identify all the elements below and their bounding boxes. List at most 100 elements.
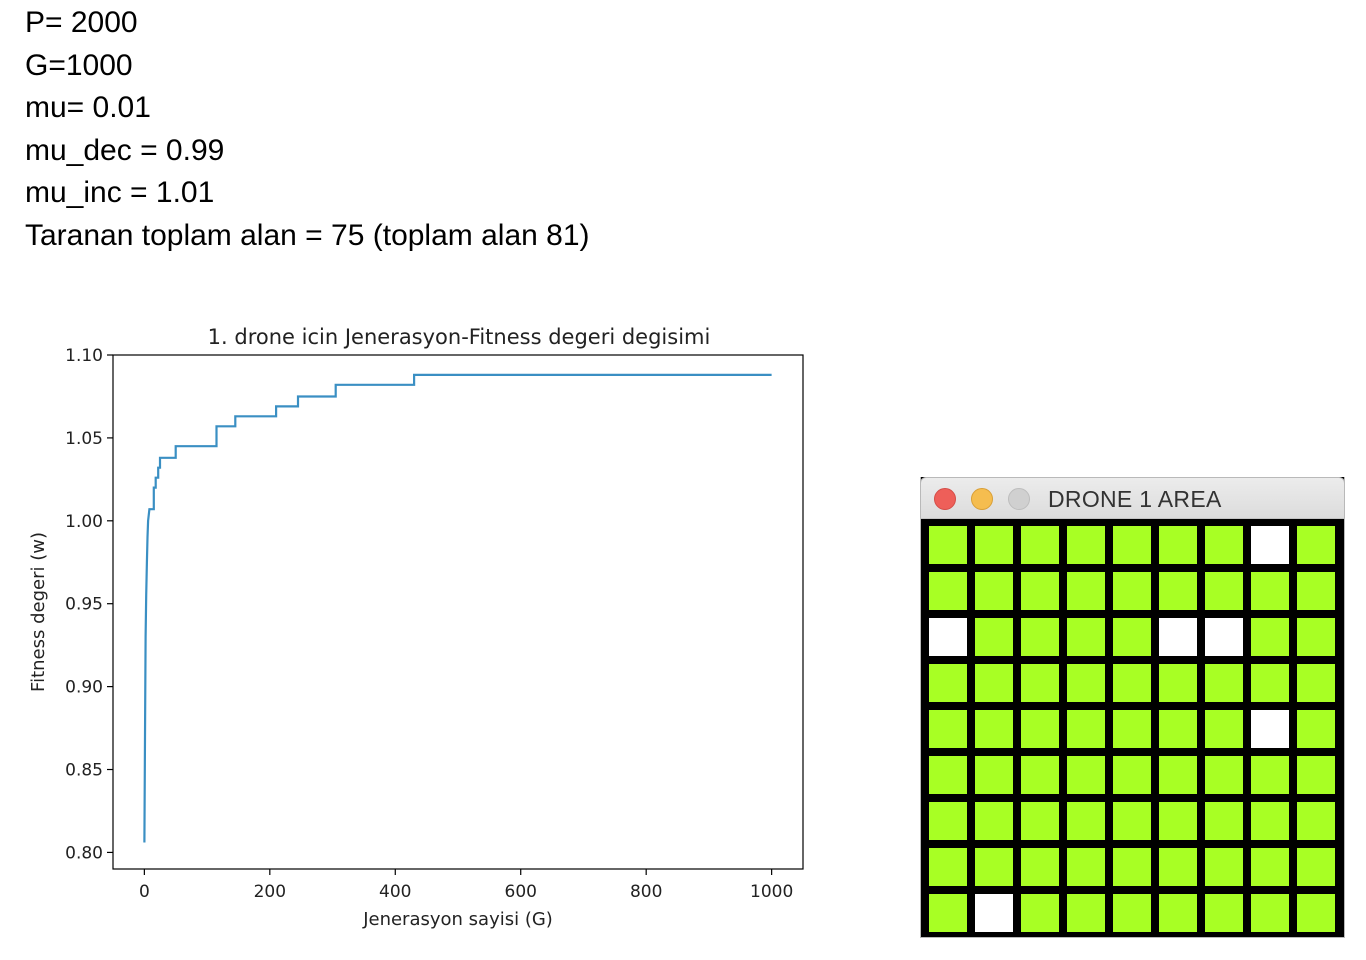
- scanned-cell: [1297, 618, 1335, 656]
- unscanned-cell: [975, 894, 1013, 932]
- scanned-cell: [1297, 710, 1335, 748]
- y-axis-ticks: 0.80 0.85 0.90 0.95 1.00 1.05 1.10: [65, 346, 113, 863]
- x-tick-label: 400: [379, 882, 411, 902]
- scanned-cell: [929, 802, 967, 840]
- y-tick-label: 1.00: [65, 512, 103, 532]
- scanned-cell: [975, 756, 1013, 794]
- drone-area-window: DRONE 1 AREA: [920, 477, 1345, 938]
- chart-title: 1. drone icin Jenerasyon-Fitness degeri …: [208, 325, 711, 349]
- scanned-cell: [1067, 664, 1105, 702]
- y-axis-label: Fitness degeri (w): [28, 532, 49, 692]
- param-scanned-area: Taranan toplam alan = 75 (toplam alan 81…: [25, 218, 590, 252]
- scanned-cell: [1297, 664, 1335, 702]
- scanned-cell: [929, 848, 967, 886]
- scanned-cell: [929, 710, 967, 748]
- x-tick-label: 800: [630, 882, 662, 902]
- scanned-cell: [929, 664, 967, 702]
- scanned-cell: [1113, 664, 1151, 702]
- scanned-cell: [1067, 526, 1105, 564]
- scanned-cell: [1113, 894, 1151, 932]
- scanned-cell: [1251, 618, 1289, 656]
- scanned-cell: [929, 894, 967, 932]
- scanned-cell: [1021, 848, 1059, 886]
- unscanned-cell: [929, 618, 967, 656]
- area-grid: [921, 519, 1344, 937]
- scanned-cell: [1297, 526, 1335, 564]
- scanned-cell: [1021, 756, 1059, 794]
- fitness-series-line: [143, 373, 772, 843]
- scanned-cell: [975, 618, 1013, 656]
- x-tick-label: 1000: [750, 882, 793, 902]
- scanned-cell: [1251, 664, 1289, 702]
- scanned-cell: [1205, 894, 1243, 932]
- scanned-cell: [975, 664, 1013, 702]
- scanned-cell: [1021, 526, 1059, 564]
- scanned-cell: [1251, 848, 1289, 886]
- scanned-cell: [1021, 710, 1059, 748]
- x-tick-label: 600: [505, 882, 537, 902]
- scanned-cell: [929, 526, 967, 564]
- scanned-cell: [1113, 802, 1151, 840]
- scanned-cell: [1067, 848, 1105, 886]
- scanned-cell: [1067, 710, 1105, 748]
- scanned-cell: [1297, 756, 1335, 794]
- unscanned-cell: [1159, 618, 1197, 656]
- y-tick-label: 0.80: [65, 843, 103, 863]
- scanned-cell: [1251, 572, 1289, 610]
- scanned-cell: [1067, 572, 1105, 610]
- scanned-cell: [1159, 802, 1197, 840]
- minimize-icon[interactable]: [971, 488, 993, 510]
- param-mu: mu= 0.01: [25, 91, 151, 125]
- scanned-cell: [1113, 848, 1151, 886]
- scanned-cell: [1067, 618, 1105, 656]
- unscanned-cell: [1205, 618, 1243, 656]
- scanned-cell: [1159, 526, 1197, 564]
- scanned-cell: [975, 710, 1013, 748]
- x-axis-label: Jenerasyon sayisi (G): [362, 909, 553, 930]
- param-generations: G=1000: [25, 48, 133, 82]
- scanned-cell: [1205, 664, 1243, 702]
- scanned-cell: [1205, 756, 1243, 794]
- scanned-cell: [1159, 848, 1197, 886]
- scanned-cell: [1067, 802, 1105, 840]
- fitness-chart: 1. drone icin Jenerasyon-Fitness degeri …: [28, 325, 804, 930]
- y-tick-label: 0.85: [65, 761, 103, 781]
- scanned-cell: [1205, 526, 1243, 564]
- scanned-cell: [1205, 710, 1243, 748]
- scanned-cell: [1113, 526, 1151, 564]
- scanned-cell: [975, 802, 1013, 840]
- close-icon[interactable]: [934, 488, 956, 510]
- y-tick-label: 0.90: [65, 678, 103, 698]
- y-tick-label: 1.10: [65, 346, 103, 366]
- x-axis-ticks: 0 200 400 600 800 1000: [139, 869, 793, 902]
- x-tick-label: 200: [254, 882, 286, 902]
- scanned-cell: [1159, 710, 1197, 748]
- scanned-cell: [1205, 848, 1243, 886]
- scanned-cell: [975, 526, 1013, 564]
- scanned-cell: [1297, 848, 1335, 886]
- scanned-cell: [929, 572, 967, 610]
- scanned-cell: [1205, 572, 1243, 610]
- param-mu-inc: mu_inc = 1.01: [25, 176, 215, 210]
- param-mu-dec: mu_dec = 0.99: [25, 133, 225, 167]
- scanned-cell: [1021, 572, 1059, 610]
- x-tick-label: 0: [139, 882, 150, 902]
- scanned-cell: [1067, 894, 1105, 932]
- series-lines: [143, 373, 772, 843]
- scanned-cell: [1251, 802, 1289, 840]
- scanned-cell: [1297, 572, 1335, 610]
- unscanned-cell: [1251, 710, 1289, 748]
- scanned-cell: [1159, 756, 1197, 794]
- window-titlebar[interactable]: DRONE 1 AREA: [920, 477, 1345, 519]
- scanned-cell: [975, 848, 1013, 886]
- scanned-cell: [1297, 802, 1335, 840]
- scanned-cell: [1113, 618, 1151, 656]
- scanned-cell: [1297, 894, 1335, 932]
- maximize-icon[interactable]: [1008, 488, 1030, 510]
- plot-frame: [112, 354, 804, 870]
- scanned-cell: [1021, 664, 1059, 702]
- scanned-cell: [1159, 664, 1197, 702]
- parameters-block: P= 2000 G=1000 mu= 0.01 mu_dec = 0.99 mu…: [25, 2, 590, 258]
- unscanned-cell: [1251, 526, 1289, 564]
- scanned-cell: [1251, 894, 1289, 932]
